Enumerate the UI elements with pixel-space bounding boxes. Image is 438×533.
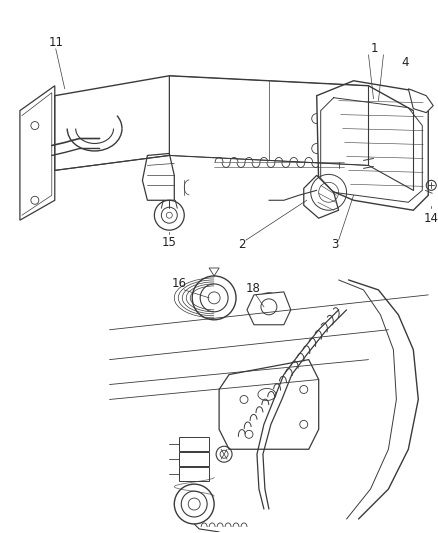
- Text: 2: 2: [238, 238, 245, 251]
- Polygon shape: [20, 86, 55, 220]
- Text: 11: 11: [48, 36, 63, 50]
- Polygon shape: [179, 437, 208, 451]
- Text: 18: 18: [245, 282, 260, 295]
- Polygon shape: [179, 452, 208, 466]
- Text: 15: 15: [162, 236, 177, 248]
- Polygon shape: [373, 154, 388, 174]
- Text: 1: 1: [370, 43, 378, 55]
- Text: 14: 14: [423, 212, 438, 225]
- Polygon shape: [316, 81, 427, 210]
- Polygon shape: [303, 175, 338, 218]
- Polygon shape: [407, 88, 432, 112]
- Text: 3: 3: [330, 238, 338, 251]
- Text: 4: 4: [401, 56, 408, 69]
- Polygon shape: [142, 154, 174, 200]
- Polygon shape: [247, 292, 290, 325]
- Text: 16: 16: [171, 278, 186, 290]
- Polygon shape: [179, 467, 208, 481]
- Polygon shape: [219, 360, 318, 449]
- Polygon shape: [338, 154, 363, 175]
